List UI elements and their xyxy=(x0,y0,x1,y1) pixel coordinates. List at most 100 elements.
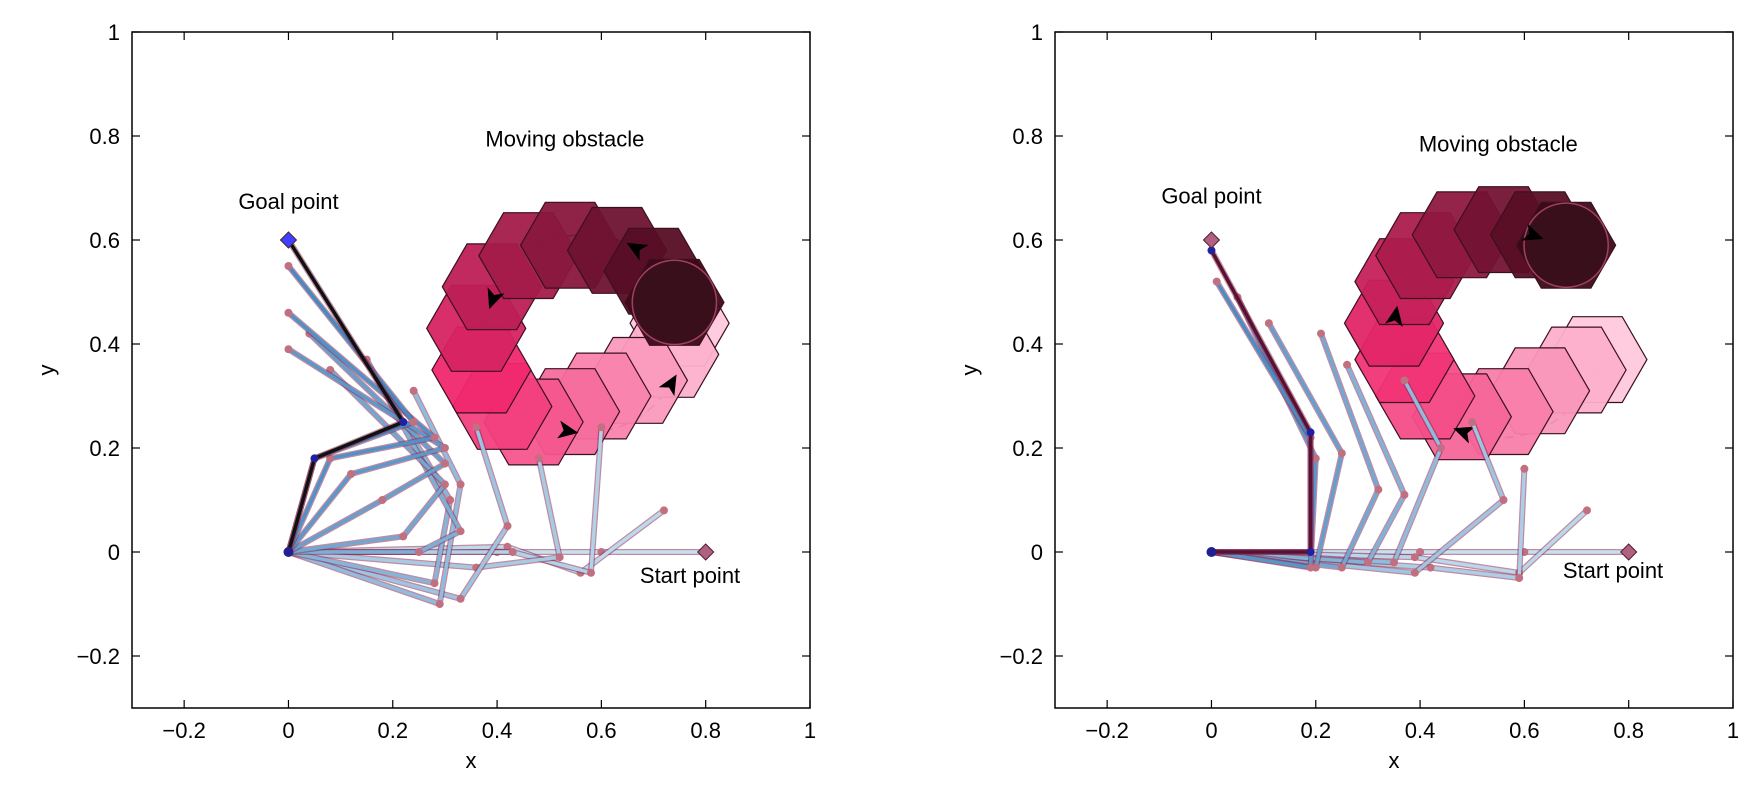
x-tick-label: −0.2 xyxy=(162,718,205,743)
arm-joint xyxy=(534,454,543,463)
y-tick-label: 0.4 xyxy=(1012,332,1043,357)
arm-joint xyxy=(1306,548,1315,556)
arm-joint xyxy=(409,386,418,395)
start-point-marker xyxy=(696,543,715,561)
arm-configuration xyxy=(1211,364,1407,565)
arm-joint xyxy=(430,579,439,588)
x-tick-label: 0 xyxy=(282,718,294,743)
arm-joint xyxy=(284,262,293,270)
arm-joint xyxy=(1400,490,1409,499)
y-tick-label: 0.6 xyxy=(1012,228,1043,253)
annotation-label: Start point xyxy=(1563,558,1663,583)
arm-joint xyxy=(440,480,449,489)
y-tick-label: 1 xyxy=(108,20,120,45)
x-tick-label: 0.2 xyxy=(1300,718,1331,743)
arm-joint xyxy=(1316,329,1325,338)
arm-joint xyxy=(1520,464,1529,473)
arm-joint xyxy=(503,522,512,530)
y-axis-label: y xyxy=(34,365,59,376)
arm-joint xyxy=(503,542,512,551)
arm-configuration xyxy=(286,239,405,553)
arm-joint xyxy=(1212,277,1221,286)
arm-joint xyxy=(1468,418,1477,426)
arm-joint xyxy=(1436,444,1445,452)
y-tick-label: 0 xyxy=(108,540,120,565)
annotation-label: Moving obstacle xyxy=(485,126,644,151)
chart-panel-2: −0.2 0 0.2 0.4 0.6 0.8 1 −0.2 0 0.2 0.4 0.6 0.8 1 x y Mo… xyxy=(957,20,1739,773)
arm-joint xyxy=(456,480,465,489)
y-tick-label: −0.2 xyxy=(77,644,120,669)
y-tick-label: 0.2 xyxy=(89,436,120,461)
y-tick-label: 0.8 xyxy=(89,124,120,149)
arm-joint xyxy=(456,527,465,536)
arm-joint xyxy=(310,454,319,463)
y-axis-label: y xyxy=(957,365,982,376)
arm-configuration xyxy=(288,458,562,570)
arm-joint xyxy=(284,308,293,317)
arm-joint xyxy=(399,532,408,541)
chart-panel-1: −0.2 0 0.2 0.4 0.6 0.8 1 −0.2 0 0.2 0.4 0.6 0.8 1 x y Mo… xyxy=(34,20,816,773)
arm-configuration xyxy=(288,426,510,601)
arm-joint xyxy=(1410,553,1419,562)
annotation-label: Start point xyxy=(640,563,740,588)
arm-joint xyxy=(1410,568,1419,577)
arm-joint xyxy=(284,345,293,354)
trajectory-arrow xyxy=(626,242,649,261)
trajectory-arrow xyxy=(1521,223,1544,241)
arm-joint xyxy=(1582,506,1591,515)
arm-joint xyxy=(1426,563,1435,572)
y-tick-label: 0.2 xyxy=(1012,436,1043,461)
annotation-label: Goal point xyxy=(238,189,338,214)
arm-joint xyxy=(440,444,449,452)
annotation-label: Moving obstacle xyxy=(1419,132,1578,157)
arm-joint xyxy=(1264,319,1273,328)
y-tick-label: 1 xyxy=(1031,20,1043,45)
obstacle-current-circle xyxy=(1523,202,1609,289)
arm-joint xyxy=(440,459,449,468)
arm-joint xyxy=(1400,376,1409,385)
x-tick-label: 0.4 xyxy=(482,718,513,743)
arm-joint xyxy=(472,423,481,432)
arm-joint xyxy=(446,496,455,504)
trajectory-arrow xyxy=(487,287,505,310)
x-axis-label: x xyxy=(466,748,477,773)
arm-configuration xyxy=(287,347,447,554)
arm-configuration xyxy=(1209,249,1313,554)
x-tick-label: 1 xyxy=(1727,718,1739,743)
arm-joint xyxy=(456,594,465,603)
x-tick-label: 0.2 xyxy=(377,718,408,743)
arm-joint xyxy=(1515,574,1524,582)
arm-joint xyxy=(1499,496,1508,504)
arm-joint xyxy=(1311,454,1320,463)
trajectory-arrow xyxy=(658,374,677,397)
annotation-label: Goal point xyxy=(1161,184,1261,209)
x-tick-label: 0.4 xyxy=(1405,718,1436,743)
arm-joint xyxy=(347,470,356,478)
trajectory-arrow xyxy=(557,420,579,439)
arm-joint xyxy=(555,553,564,562)
arm-joint xyxy=(378,496,387,504)
start-point-marker xyxy=(1619,543,1638,561)
arm-joint xyxy=(659,506,668,515)
arm-joint xyxy=(1343,360,1352,369)
arm-joint xyxy=(435,600,444,608)
goal-point-marker xyxy=(1202,231,1221,249)
x-tick-label: 0 xyxy=(1205,718,1217,743)
x-tick-label: 0.6 xyxy=(586,718,617,743)
arm-joint xyxy=(430,433,439,442)
arm-joint xyxy=(508,548,517,556)
arm-joint xyxy=(414,548,423,556)
arm-joint xyxy=(586,568,595,577)
arm-joint xyxy=(1337,563,1346,572)
arm-joint xyxy=(1416,548,1425,556)
arm-configuration xyxy=(288,358,463,554)
arm-joint xyxy=(597,423,606,432)
arm-joint xyxy=(1207,246,1216,255)
arm-base xyxy=(1206,547,1217,557)
arm-joint xyxy=(1306,428,1315,437)
y-tick-label: 0.8 xyxy=(1012,124,1043,149)
arm-joint xyxy=(1363,558,1372,567)
trajectory-arrow xyxy=(1384,305,1403,327)
